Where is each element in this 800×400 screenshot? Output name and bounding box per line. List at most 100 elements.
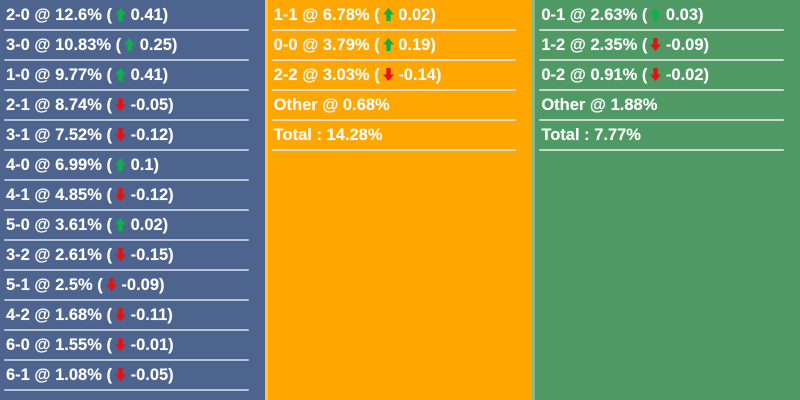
score-and-probability-text: 1-1 @ 6.78% [273,6,370,24]
trend-down-icon [114,338,126,351]
trend-down-icon [114,248,126,261]
score-row: Other @ 1.88% [535,92,800,122]
change-value-text: -0.15) [125,246,174,264]
change-value-text: -0.09) [116,276,165,294]
change-value-text: -0.02) [661,66,710,84]
trend-up-icon [382,38,394,51]
change-value-text: -0.09) [661,36,710,54]
score-and-probability-text: 4-0 @ 6.99% [6,156,102,174]
score-row: 3-2 @ 2.61% ( -0.15) [0,242,265,272]
trend-down-icon [650,38,662,51]
change-value-text: -0.01) [125,336,174,354]
trend-down-icon [105,278,117,291]
change-value-text: 0.02) [393,6,436,24]
change-value-text: 0.41) [125,66,169,84]
score-column-draw: 1-1 @ 6.78% ( 0.02) 0-0 @ 3.79% ( 0.19) 2-… [264,0,533,400]
change-open-paren: ( [101,6,112,24]
score-row: 1-2 @ 2.35% ( -0.09) [535,32,800,62]
change-value-text: 0.02) [125,216,169,234]
trend-down-icon [114,128,126,141]
change-value-text: 0.41) [125,6,169,24]
trend-up-icon [114,8,126,21]
total-row: Total : 7.77% [535,122,800,152]
score-and-probability-text: 0-0 @ 3.79% [273,36,370,54]
score-row: 3-0 @ 10.83% ( 0.25) [0,32,265,62]
score-and-probability-text: 1-0 @ 9.77% [6,66,102,84]
score-row: 1-0 @ 9.77% ( 0.41) [0,62,265,92]
change-value-text: 0.03) [661,6,704,24]
score-row: 5-0 @ 3.61% ( 0.02) [0,212,265,242]
score-and-probability-text: 5-0 @ 3.61% [6,216,102,234]
change-open-paren: ( [101,96,112,114]
trend-down-icon [114,368,126,381]
score-and-probability-text: Other @ 1.88% [541,96,658,114]
score-and-probability-text: 3-0 @ 10.83% [6,36,112,54]
score-row: 1-1 @ 6.78% ( 0.02) [268,2,533,32]
score-row: 2-1 @ 8.74% ( -0.05) [0,92,265,122]
change-open-paren: ( [637,6,648,24]
change-open-paren: ( [369,6,380,24]
trend-down-icon [382,68,394,81]
score-row: 0-0 @ 3.79% ( 0.19) [268,32,533,62]
change-open-paren: ( [101,156,112,174]
score-row: 4-2 @ 1.68% ( -0.11) [0,302,265,332]
trend-up-icon [114,158,126,171]
score-and-probability-text: 1-2 @ 2.35% [541,36,638,54]
score-and-probability-text: Other @ 0.68% [273,96,390,114]
score-and-probability-text: Total : 14.28% [273,126,383,144]
change-open-paren: ( [101,66,112,84]
score-row: 2-2 @ 3.03% ( -0.14) [268,62,533,92]
trend-up-icon [124,38,136,51]
trend-up-icon [114,218,126,231]
score-column-away: 0-1 @ 2.63% ( 0.03) 1-2 @ 2.35% ( -0.09) 0… [532,0,800,400]
change-value-text: -0.11) [125,306,173,324]
change-open-paren: ( [101,306,112,324]
score-and-probability-text: 6-1 @ 1.08% [6,366,102,384]
score-row: 5-1 @ 2.5% ( -0.09) [0,272,265,302]
change-value-text: -0.12) [125,126,174,144]
score-row: 0-2 @ 0.91% ( -0.02) [535,62,800,92]
change-value-text: 0.1) [125,156,160,174]
score-column-home: 2-0 @ 12.6% ( 0.41) 3-0 @ 10.83% ( 0.25) 1… [0,0,265,400]
score-and-probability-text: 0-1 @ 2.63% [541,6,638,24]
change-open-paren: ( [101,126,112,144]
change-open-paren: ( [101,336,112,354]
score-and-probability-text: 5-1 @ 2.5% [6,276,93,294]
change-open-paren: ( [369,36,380,54]
score-and-probability-text: 2-2 @ 3.03% [273,66,370,84]
score-row: 3-1 @ 7.52% ( -0.12) [0,122,265,152]
score-and-probability-text: 4-2 @ 1.68% [6,306,102,324]
score-row: 4-0 @ 6.99% ( 0.1) [0,152,265,182]
change-open-paren: ( [369,66,380,84]
change-value-text: 0.19) [393,36,436,54]
score-and-probability-text: 2-0 @ 12.6% [6,6,102,24]
score-row: 2-0 @ 12.6% ( 0.41) [0,2,265,32]
score-and-probability-text: 4-1 @ 4.85% [6,186,102,204]
trend-up-icon [114,68,126,81]
change-open-paren: ( [101,186,112,204]
change-open-paren: ( [101,216,112,234]
score-and-probability-text: Total : 7.77% [541,126,641,144]
score-and-probability-text: 3-1 @ 7.52% [6,126,102,144]
trend-down-icon [114,98,126,111]
trend-up-icon [382,8,394,21]
trend-up-icon [650,8,662,21]
change-open-paren: ( [101,366,112,384]
change-open-paren: ( [92,276,103,294]
score-and-probability-text: 2-1 @ 8.74% [6,96,102,114]
total-row: Total : 14.28% [268,122,533,152]
trend-down-icon [114,188,126,201]
change-open-paren: ( [637,36,648,54]
change-value-text: -0.05) [125,366,174,384]
change-value-text: -0.14) [393,66,442,84]
score-row: 0-1 @ 2.63% ( 0.03) [535,2,800,32]
change-value-text: 0.25) [135,36,178,54]
score-row: 6-0 @ 1.55% ( -0.01) [0,332,265,362]
change-open-paren: ( [111,36,122,54]
change-value-text: -0.05) [125,96,174,114]
change-open-paren: ( [637,66,648,84]
change-open-paren: ( [101,246,112,264]
score-row: 4-1 @ 4.85% ( -0.12) [0,182,265,212]
score-row: Other @ 0.68% [268,92,533,122]
